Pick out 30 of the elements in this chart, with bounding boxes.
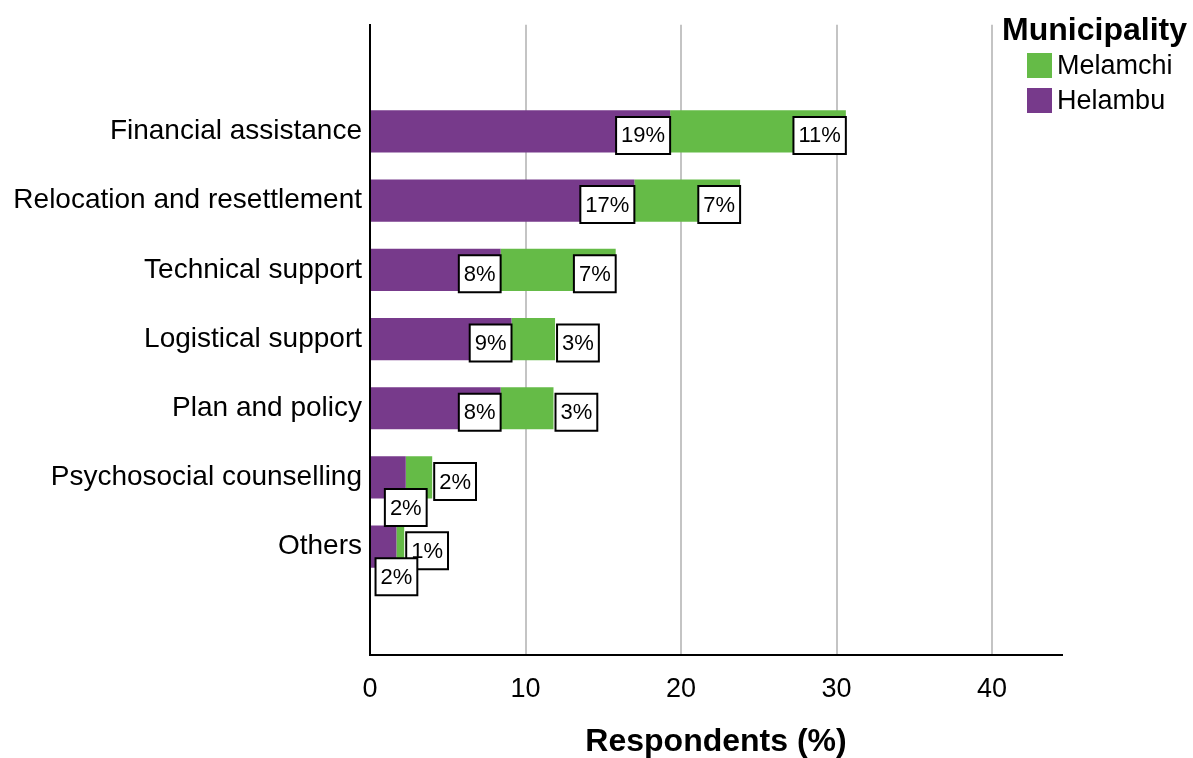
data-label: 11% <box>798 122 841 148</box>
legend-label: Helambu <box>1057 84 1166 117</box>
legend-title: Municipality <box>1002 10 1187 48</box>
y-tick-label: Technical support <box>144 252 363 284</box>
data-label: 7% <box>578 260 611 286</box>
data-label: 3% <box>560 399 593 425</box>
data-label: 8% <box>463 260 496 286</box>
x-tick-label: 20 <box>665 672 697 703</box>
x-tick-label: 10 <box>510 672 541 703</box>
data-label: 1% <box>411 537 444 563</box>
y-tick-label: Financial assistance <box>109 114 362 146</box>
data-label: 2% <box>439 468 471 494</box>
data-label: 9% <box>474 330 507 356</box>
y-tick-label: Relocation and resettlement <box>13 183 363 215</box>
y-tick-label: Plan and policy <box>172 390 362 422</box>
data-label: 19% <box>621 122 666 148</box>
y-tick-label: Psychosocial counselling <box>50 460 362 492</box>
data-label: 2% <box>389 494 422 520</box>
y-tick-label: Logistical support <box>144 321 363 353</box>
data-label: 17% <box>585 191 630 217</box>
legend-label: Melamchi <box>1057 49 1173 82</box>
data-label: 3% <box>562 330 594 356</box>
x-axis-title: Respondents (%) <box>585 721 847 758</box>
y-tick-label: Others <box>277 529 362 561</box>
data-label: 7% <box>703 191 736 217</box>
x-tick-label: 30 <box>821 672 852 703</box>
data-label: 8% <box>463 399 496 425</box>
x-tick-label: 0 <box>362 672 378 703</box>
data-label: 2% <box>380 563 413 589</box>
x-tick-label: 40 <box>977 672 1008 703</box>
